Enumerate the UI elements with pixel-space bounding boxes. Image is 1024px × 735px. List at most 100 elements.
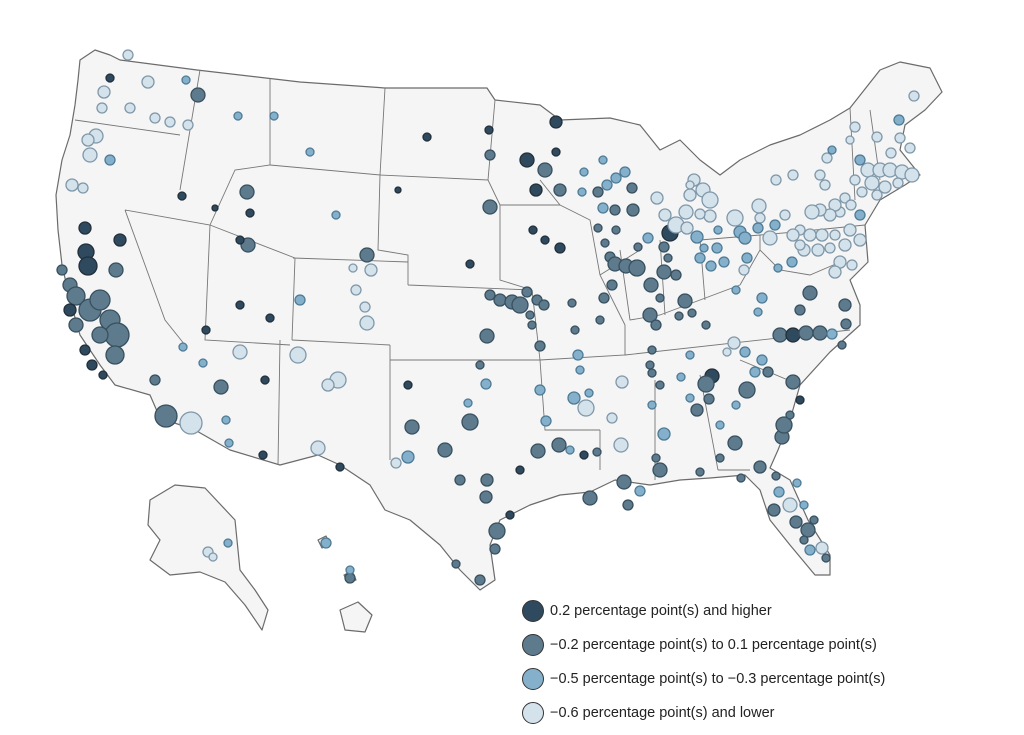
map-marker-mid [738,381,756,399]
map-marker-lowest [754,212,766,224]
map-marker-mid [521,286,533,298]
legend-item-mid: −0.2 percentage point(s) to 0.1 percenta… [522,628,962,662]
map-marker-low [345,565,355,575]
map-marker-lowest [845,199,857,211]
map-marker-low [534,384,546,396]
map-marker-mid [626,182,638,194]
map-marker-mid [767,503,781,517]
map-marker-low [198,358,208,368]
map-marker-lowest [894,132,906,144]
map-marker-lowest [613,437,629,453]
map-marker-lowest [727,336,741,350]
map-marker-lowest [164,116,176,128]
map-marker-low [598,155,608,165]
dots-layer [56,49,920,586]
map-marker-mid [479,490,493,504]
map-marker-lowest [208,552,218,562]
map-marker-lowest [606,412,618,424]
map-marker-high [422,132,432,142]
map-marker-low [804,544,816,556]
map-marker-lowest [885,147,897,159]
map-marker-mid [658,241,670,253]
map-marker-low [713,225,723,235]
map-marker-low [575,365,585,375]
map-marker-lowest [81,133,95,147]
legend-swatch-low [522,668,544,690]
map-marker-lowest [892,177,904,189]
map-marker-mid [567,298,577,308]
map-marker-mid [821,553,831,563]
map-marker-high [529,183,543,197]
map-marker-low [233,111,243,121]
map-marker-low [731,285,741,295]
map-marker-low [577,187,587,197]
map-marker-low [540,415,552,427]
map-marker-low [699,243,709,253]
map-marker-low [773,486,785,498]
map-marker-mid [628,259,646,277]
map-marker-mid [771,471,781,481]
map-marker-low [769,219,781,231]
map-marker-mid [647,345,657,355]
map-marker-mid [595,315,605,325]
map-marker-lowest [726,209,744,227]
map-marker-lowest [77,182,89,194]
map-marker-lowest [680,221,694,235]
map-marker-low [463,398,473,408]
map-marker-low [619,166,631,178]
map-marker-high [258,450,268,460]
map-marker-high [177,191,187,201]
map-marker-mid [789,515,803,529]
map-marker-lowest [871,189,883,201]
map-marker-low [685,393,695,403]
map-marker-lowest [694,208,706,220]
map-marker-high [63,303,77,317]
map-marker-high [579,450,589,460]
map-marker-lowest [683,188,697,202]
map-marker-high [465,259,475,269]
map-marker-lowest [864,175,880,191]
legend-item-lowest: −0.6 percentage point(s) and lower [522,696,962,730]
map-marker-low [749,366,761,378]
map-marker-lowest [65,178,79,192]
map-marker-mid [66,286,86,306]
map-marker-mid [527,320,537,330]
map-marker-mid [600,238,610,248]
map-marker-mid [404,419,420,435]
map-marker-lowest [738,264,750,276]
map-marker-mid [643,277,659,293]
map-marker-low [690,230,704,244]
map-marker-low [401,450,415,464]
map-marker-lowest [908,90,920,102]
map-marker-lowest [845,135,855,145]
map-marker-high [394,186,402,194]
map-marker-low [221,415,231,425]
map-marker-mid [727,435,743,451]
map-marker-high [403,380,413,390]
map-marker-lowest [321,378,335,392]
map-marker-high [335,462,345,472]
map-marker-mid [534,340,546,352]
map-marker-lowest [787,169,799,181]
map-marker-high [265,313,275,323]
map-marker-lowest [804,204,820,220]
map-marker-low [792,478,802,488]
map-marker-mid [772,327,788,343]
map-marker-lowest [350,284,362,296]
map-marker-lowest [904,142,916,154]
map-marker-mid [474,574,486,586]
map-marker-mid [701,320,711,330]
map-marker-mid [611,225,621,235]
map-marker-lowest [124,102,136,114]
map-marker-mid [551,437,567,453]
map-marker-high [235,235,245,245]
map-marker-high [245,208,255,218]
map-marker-lowest [839,192,851,204]
map-marker-low [739,346,751,358]
map-marker-lowest [685,180,695,190]
map-marker-mid [239,184,255,200]
map-marker-mid [592,447,602,457]
legend-swatch-mid [522,634,544,656]
map-marker-lowest [359,301,371,313]
